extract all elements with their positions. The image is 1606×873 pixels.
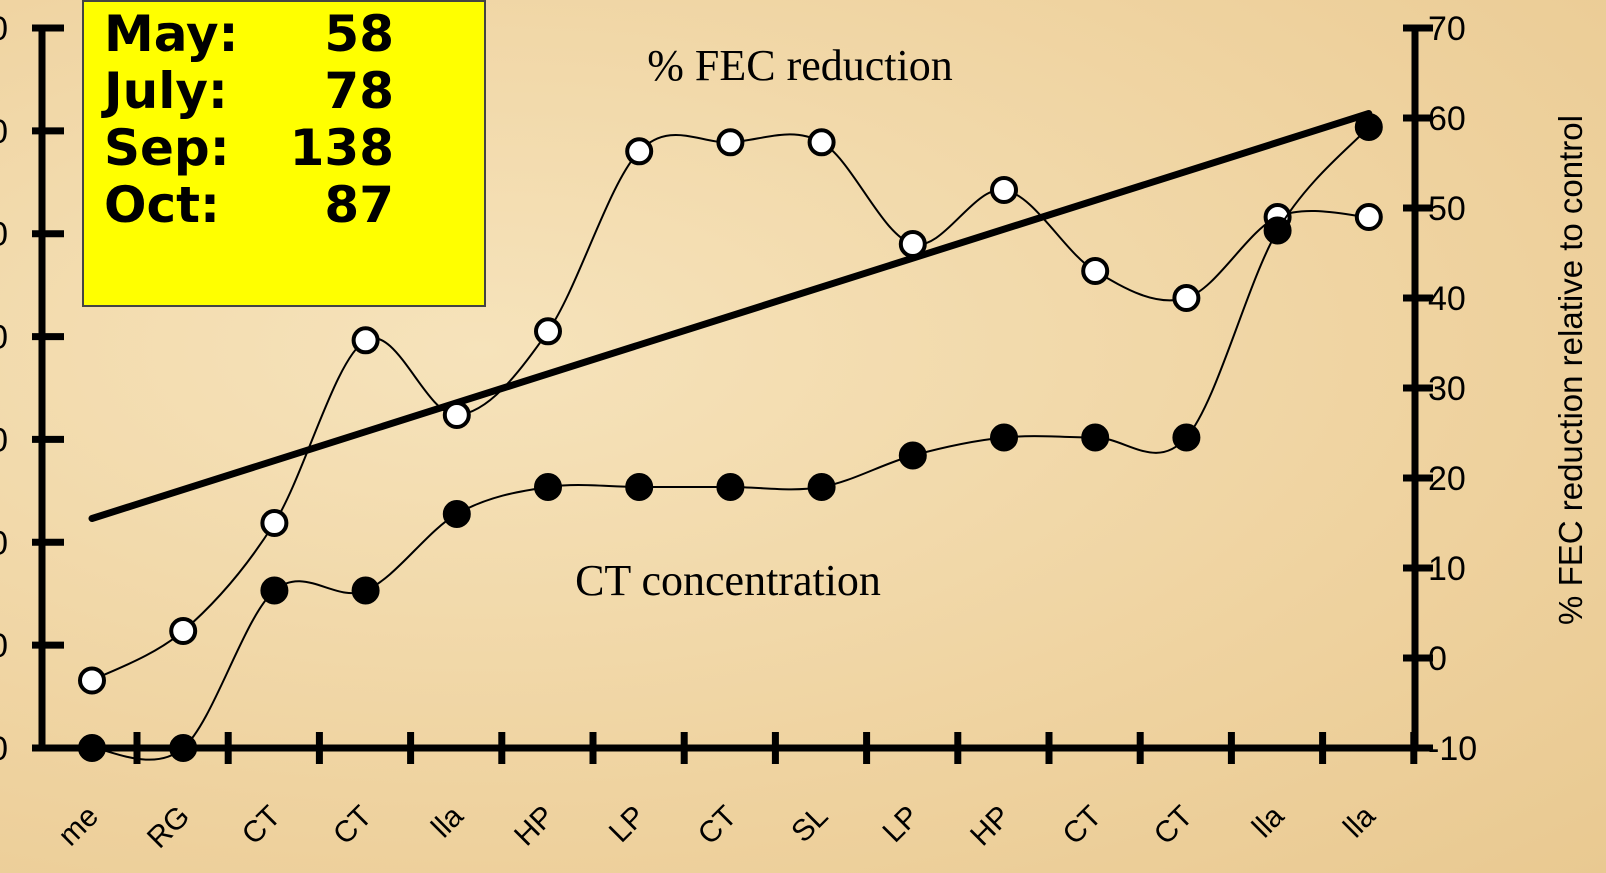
fec-reduction-point [80,669,104,693]
month-row: May: 58 [104,6,484,63]
month-row: Sep: 138 [104,120,484,177]
fec-reduction-point [1174,286,1198,310]
x-tick-label: me [52,800,105,853]
right-tick-label: 0 [1428,640,1447,678]
x-tick-label: SL [785,800,834,849]
month-label: July: [104,63,289,120]
right-axis-label: % FEC reduction relative to control [1552,115,1589,625]
annotation-ct: CT concentration [575,556,881,605]
x-tick-label: RG [141,800,196,855]
right-tick-label: 30 [1428,370,1466,408]
ct-concentration-point [991,425,1017,451]
x-tick-label: CT [692,800,744,852]
right-tick-label: 20 [1428,460,1466,498]
ct-concentration-point [1173,425,1199,451]
ct-concentration-point [261,578,287,604]
annotation-fec: % FEC reduction [647,41,953,90]
ct-concentration-point [717,474,743,500]
month-label: Oct: [104,177,289,234]
fec-reduction-point [1357,205,1381,229]
month-summary-box: May: 58 July: 78 Sep: 138 Oct: 87 [82,0,486,307]
ct-concentration-point [353,578,379,604]
x-tick-label: CT [1148,800,1200,852]
right-tick-label: 70 [1428,10,1466,48]
ct-concentration-point [79,735,105,761]
ct-concentration-point [626,474,652,500]
ct-concentration-point [809,474,835,500]
fec-reduction-point [627,139,651,163]
fec-reduction-point [354,328,378,352]
ct-concentration-point [170,735,196,761]
ct-concentration-point [444,501,470,527]
fec-reduction-point [810,130,834,154]
right-tick-label: 10 [1428,550,1466,588]
left-tick-label: 0 [0,113,8,151]
fec-reduction-point [901,232,925,256]
fec-reduction-point [1083,259,1107,283]
x-tick-label: lla [425,799,470,844]
x-tick-label: HP [964,800,1017,853]
x-tick-label: LP [603,800,652,849]
left-tick-label: 0 [0,421,8,459]
month-value: 87 [289,177,394,234]
left-tick-label: 0 [0,10,8,48]
month-label: Sep: [104,120,289,177]
month-value: 58 [289,6,394,63]
ct-concentration-point [1356,114,1382,140]
left-tick-label: 0 [0,524,8,562]
left-tick-label: 0 [0,319,8,357]
fec-reduction-point [171,619,195,643]
right-tick-label: 50 [1428,190,1466,228]
x-tick-label: LP [876,800,925,849]
ct-concentration-point [1265,218,1291,244]
x-tick-label: CT [236,800,288,852]
ct-concentration-point [1082,425,1108,451]
fec-reduction-point [718,130,742,154]
fec-reduction-point [445,403,469,427]
x-tick-label: CT [327,800,379,852]
left-tick-label: 0 [0,627,8,665]
x-tick-label: HP [508,800,561,853]
month-value: 138 [289,120,394,177]
fec-reduction-point [992,178,1016,202]
month-value: 78 [289,63,394,120]
right-tick-label: 60 [1428,100,1466,138]
x-tick-label: lla [1246,799,1291,844]
ct-concentration-point [535,474,561,500]
right-tick-label: 40 [1428,280,1466,318]
month-label: May: [104,6,289,63]
month-row: Oct: 87 [104,177,484,234]
x-tick-label: CT [1057,800,1109,852]
left-tick-label: 0 [0,216,8,254]
fec-reduction-point [536,319,560,343]
right-tick-label: -10 [1428,730,1477,768]
x-tick-label: lla [1337,799,1382,844]
month-row: July: 78 [104,63,484,120]
fec-reduction-point [262,511,286,535]
left-tick-label: 0 [0,730,8,768]
ct-concentration-point [900,443,926,469]
